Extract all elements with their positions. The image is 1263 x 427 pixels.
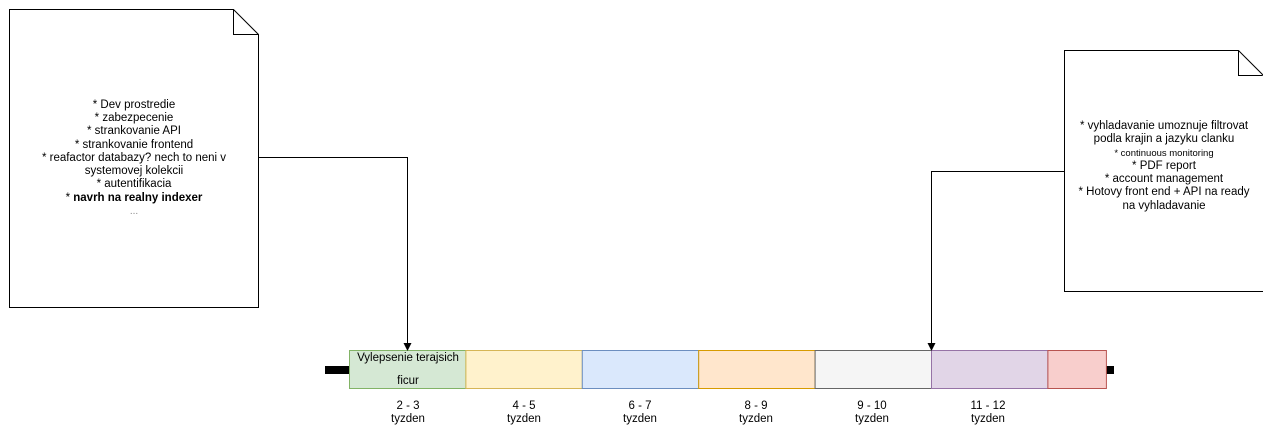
week-label: 11 - 12 tyzden [930,400,1046,426]
week-unit: tyzden [582,413,698,426]
timeline-segment-2[interactable] [466,351,582,389]
first-segment-line: Vylepsenie terajsich [350,347,466,370]
right-note-line: * account management [1105,173,1223,186]
right-note-line: na vyhladavanie [1122,200,1205,213]
left-note-ellipsis: ... [130,205,138,218]
right-note-small-line: * continuous monitoring [1114,147,1213,160]
timeline-end-cap [1106,366,1114,374]
week-label: 9 - 10 tyzden [814,400,930,426]
week-range: 9 - 10 [814,400,930,413]
timeline-start-cap [325,366,350,374]
timeline-segment-3[interactable] [582,351,698,389]
right-connector-arrowhead [928,343,936,351]
left-note-line: * strankovanie frontend [75,139,193,152]
week-label: 6 - 7 tyzden [582,400,698,426]
week-unit: tyzden [698,413,814,426]
week-range: 11 - 12 [930,400,1046,413]
left-note-line: * strankovanie API [87,125,181,138]
timeline-segment-6[interactable] [932,351,1048,389]
left-note-bold-item: * navrh na realny indexer [66,192,203,205]
week-label: 4 - 5 tyzden [466,400,582,426]
right-connector-line[interactable] [932,172,1065,346]
right-note-text: * vyhladavanie umoznuje filtrovat podla … [1065,51,1263,291]
week-label: 2 - 3 tyzden [350,400,466,426]
week-unit: tyzden [466,413,582,426]
week-unit: tyzden [814,413,930,426]
right-note-line: * vyhladavanie umoznuje filtrovat [1080,120,1248,133]
left-note-text: * Dev prostredie * zabezpecenie * strank… [10,10,258,307]
week-label: 8 - 9 tyzden [698,400,814,426]
week-unit: tyzden [930,413,1046,426]
timeline-segment-4[interactable] [699,351,815,389]
first-segment-line: ficur [350,370,466,393]
week-unit: tyzden [350,413,466,426]
left-note-line: systemovej kolekcii [85,165,183,178]
week-range: 6 - 7 [582,400,698,413]
week-range: 8 - 9 [698,400,814,413]
timeline-segment-5[interactable] [815,351,931,389]
first-segment-text: Vylepsenie terajsich ficur [350,347,466,393]
right-note-line: * Hotovy front end + API na ready [1078,186,1249,199]
left-note-line: * reafactor databazy? nech to neni v [42,152,226,165]
right-note-line: * PDF report [1132,160,1196,173]
left-note-line: * autentifikacia [97,178,172,191]
week-range: 4 - 5 [466,400,582,413]
bold-item-text: navrh na realny indexer [73,192,202,204]
left-note-line: * zabezpecenie [95,112,174,125]
right-note-line: podla krajin a jazyku clanku [1094,133,1235,146]
timeline-segment-7[interactable] [1048,351,1107,389]
left-note-line: * Dev prostredie [93,99,175,112]
left-connector-line[interactable] [259,158,408,346]
week-range: 2 - 3 [350,400,466,413]
